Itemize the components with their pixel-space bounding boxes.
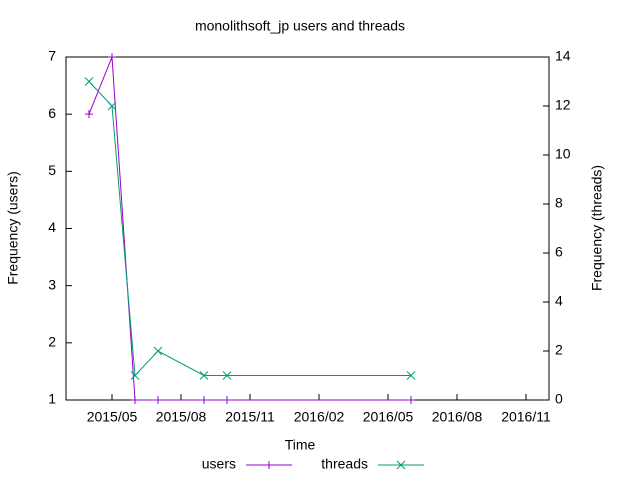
data-point [406, 371, 416, 380]
data-point [130, 371, 140, 380]
y-tick-label: 6 [48, 105, 56, 121]
x-tick-label: 2015/05 [87, 409, 138, 425]
y2-tick-label: 8 [555, 195, 563, 211]
legend-marker [396, 460, 406, 470]
y2-tick-label: 0 [555, 391, 563, 407]
data-point [200, 396, 208, 404]
data-point [131, 396, 139, 404]
y2-tick-label: 10 [555, 146, 571, 162]
legend-label: users [202, 456, 236, 472]
y-tick-label: 2 [48, 334, 56, 350]
x-tick-label: 2016/08 [432, 409, 483, 425]
y2-axis-label: Frequency (threads) [589, 165, 605, 291]
data-point [153, 346, 163, 356]
legend-label: threads [321, 456, 368, 472]
data-point [108, 53, 116, 61]
y-tick-label: 5 [48, 162, 56, 178]
y2-tick-label: 2 [555, 342, 563, 358]
legend-marker [265, 461, 273, 469]
x-tick-label: 2015/11 [225, 409, 275, 425]
x-tick-label: 2016/02 [294, 409, 345, 425]
x-tick-label: 2015/08 [156, 409, 207, 425]
data-point [223, 396, 231, 404]
y-tick-label: 7 [48, 48, 56, 64]
y-tick-label: 3 [48, 276, 56, 292]
y-tick-label: 4 [48, 219, 56, 235]
y-axis-label: Frequency (users) [5, 171, 21, 285]
data-point [85, 110, 93, 119]
y2-tick-label: 4 [555, 293, 563, 309]
y2-tick-label: 12 [555, 97, 571, 113]
data-point [154, 396, 162, 404]
data-point [222, 371, 232, 380]
chart-title: monolithsoft_jp users and threads [195, 18, 405, 34]
data-point [199, 371, 209, 380]
data-point [407, 396, 415, 404]
x-tick-label: 2016/05 [363, 409, 414, 425]
y2-tick-label: 6 [555, 244, 563, 260]
x-axis-label: Time [285, 437, 316, 453]
y-tick-label: 1 [48, 391, 56, 407]
data-point [107, 101, 117, 111]
data-point [84, 77, 94, 86]
y2-tick-label: 14 [555, 48, 571, 64]
x-tick-label: 2016/11 [501, 409, 551, 425]
